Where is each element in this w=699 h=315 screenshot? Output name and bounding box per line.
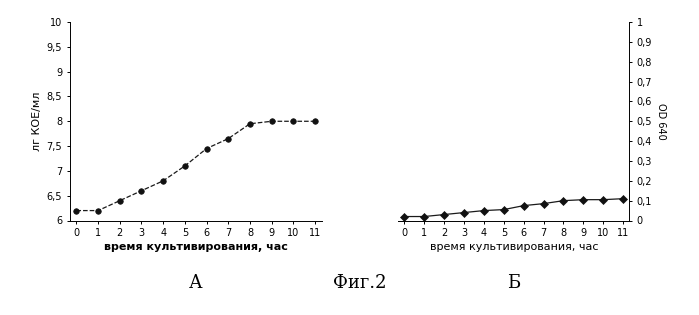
Y-axis label: OD 640: OD 640 [656,103,666,140]
X-axis label: время культивирования, час: время культивирования, час [103,242,288,252]
Y-axis label: лг КОЕ/мл: лг КОЕ/мл [32,92,43,151]
Text: Б: Б [507,274,520,293]
Text: Фиг.2: Фиг.2 [333,274,387,293]
X-axis label: время культивирования, час: время культивирования, час [429,242,598,252]
Text: А: А [189,274,203,293]
